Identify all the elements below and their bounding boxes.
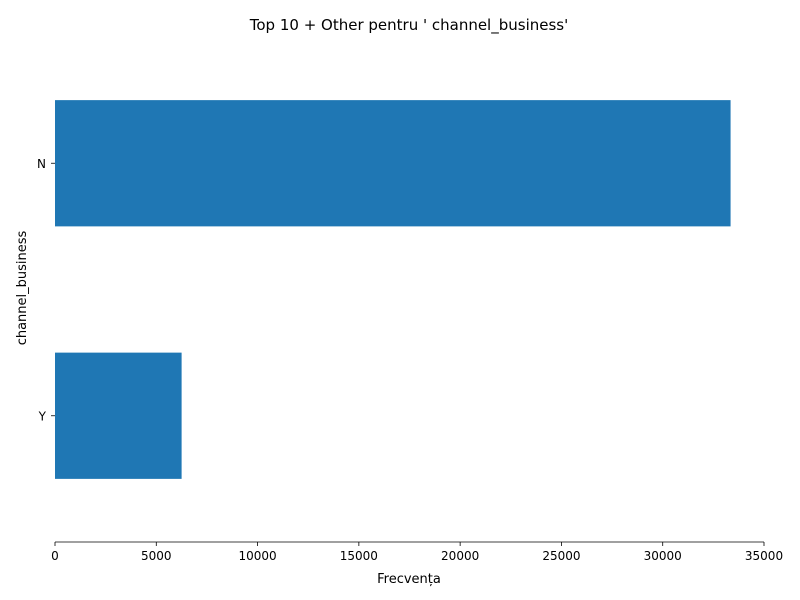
x-tick-label: 30000 (644, 549, 682, 563)
plot-area (55, 100, 731, 479)
y-tick-label: Y (38, 409, 47, 423)
bar-n (55, 100, 731, 227)
chart-title: Top 10 + Other pentru ' channel_business… (249, 16, 568, 35)
x-tick-label: 25000 (542, 549, 580, 563)
y-axis-label: channel_business (15, 230, 30, 345)
x-tick-label: 10000 (238, 549, 276, 563)
x-tick-label: 15000 (340, 549, 378, 563)
x-tick-label: 5000 (141, 549, 172, 563)
x-tick-label: 20000 (441, 549, 479, 563)
y-tick-label: N (37, 157, 46, 171)
y-axis-ticks: NY (37, 157, 55, 423)
x-tick-label: 35000 (745, 549, 783, 563)
x-axis-label: Frecvența (377, 572, 441, 587)
x-tick-label: 0 (51, 549, 59, 563)
bar-y (55, 352, 182, 479)
x-axis-ticks: 0 5000 10000 15000 20000 25000 30000 35000 (51, 542, 783, 563)
